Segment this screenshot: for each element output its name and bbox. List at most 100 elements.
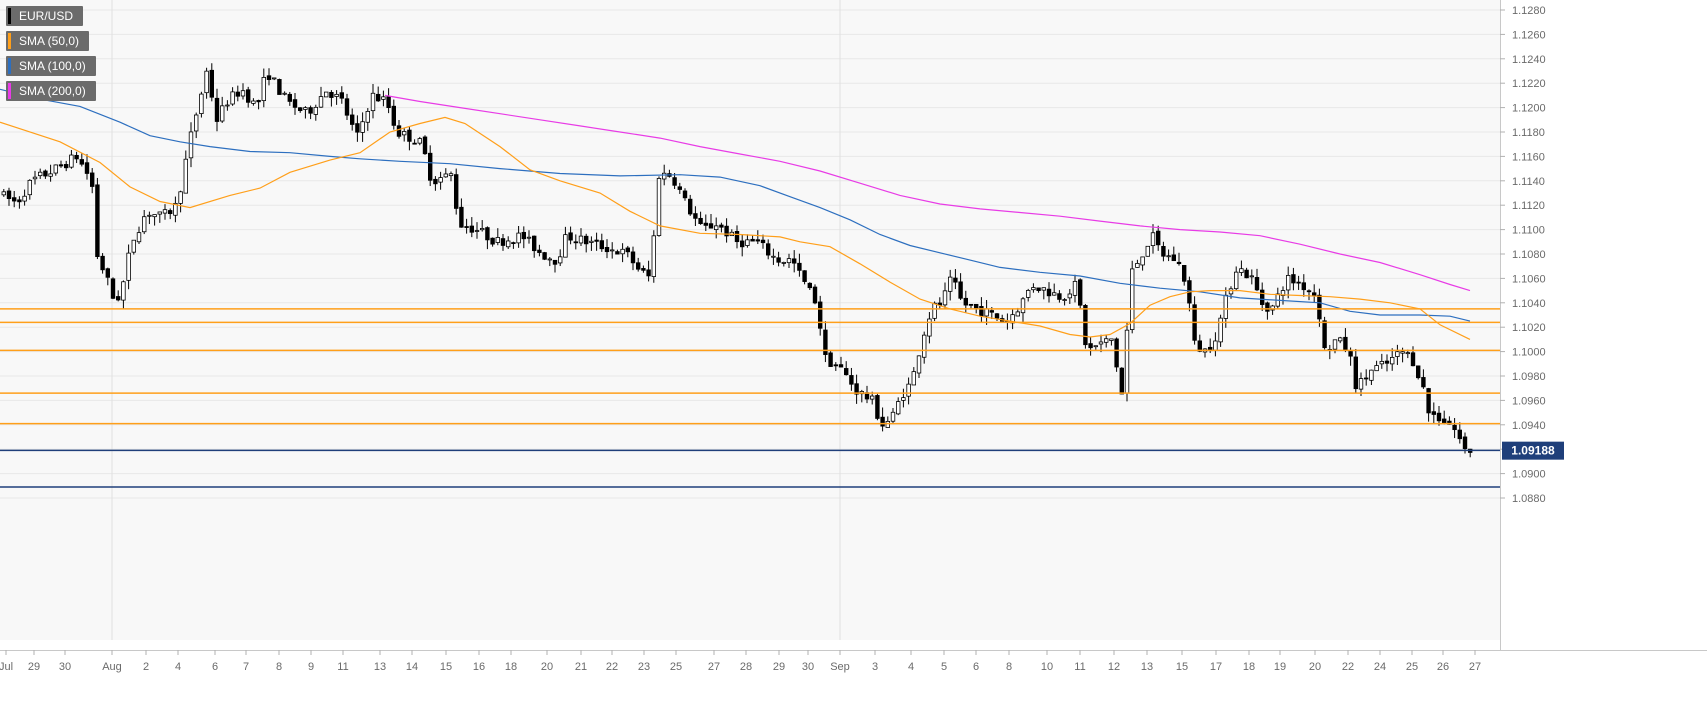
candle-body xyxy=(1,191,6,196)
candle-body xyxy=(323,91,329,98)
candle-body xyxy=(1421,377,1426,388)
candle-body xyxy=(74,154,79,160)
x-tick-label: 25 xyxy=(670,661,682,673)
candle-body xyxy=(1400,351,1405,354)
candle-body xyxy=(994,313,1000,319)
candle-body xyxy=(1260,289,1265,305)
candle-body xyxy=(219,105,225,122)
candle-body xyxy=(1182,265,1187,282)
candle-body xyxy=(838,364,844,368)
candle-body xyxy=(797,262,802,271)
candle-body xyxy=(584,235,589,245)
candle-body xyxy=(84,162,90,174)
candle-body xyxy=(610,249,615,252)
y-tick-label: 1.1160 xyxy=(1512,151,1545,163)
sma50-line xyxy=(0,116,1471,340)
candle-body xyxy=(636,262,641,270)
sma100-line xyxy=(0,88,1471,322)
candle-body xyxy=(1145,245,1150,257)
candle-body xyxy=(1046,288,1052,297)
legend-item-eurusd[interactable]: EUR/USD xyxy=(6,6,84,26)
candle-body xyxy=(719,224,724,228)
candle-body xyxy=(485,227,490,241)
current-price-tag: 1.09188 xyxy=(1502,441,1564,460)
candle-body xyxy=(453,174,459,209)
x-tick-label: 22 xyxy=(606,661,618,673)
candle-body xyxy=(896,401,901,415)
candle-body xyxy=(240,90,246,97)
candle-body xyxy=(1436,412,1442,422)
candle-body xyxy=(251,100,256,104)
x-tick-label: 8 xyxy=(1006,661,1012,673)
candle-body xyxy=(329,91,334,98)
candle-body xyxy=(1135,263,1140,268)
candle-body xyxy=(64,164,69,169)
candle-body xyxy=(308,107,313,114)
candle-body xyxy=(11,197,17,202)
candle-body xyxy=(126,252,131,281)
candle-body xyxy=(1301,282,1306,291)
x-tick-label: 18 xyxy=(505,661,517,673)
candle-body xyxy=(43,170,48,177)
x-tick-label: 15 xyxy=(1176,661,1188,673)
legend-item-sma200[interactable]: SMA (200,0) xyxy=(6,81,96,101)
candle-body xyxy=(1379,361,1384,365)
candle-body xyxy=(1306,290,1312,293)
candle-body xyxy=(984,308,989,317)
candle-body xyxy=(22,195,27,202)
candle-body xyxy=(391,105,396,126)
legend-label-sma100: SMA (100,0) xyxy=(19,59,86,73)
candle-body xyxy=(381,96,386,100)
candle-body xyxy=(1228,288,1234,295)
y-tick-label: 1.1280 xyxy=(1512,5,1546,17)
candle-body xyxy=(589,240,594,243)
candle-body xyxy=(880,416,885,427)
x-tick-label: 13 xyxy=(1141,661,1153,673)
candle-body xyxy=(339,92,344,99)
x-tick-label: 17 xyxy=(1210,661,1222,673)
candle-body xyxy=(1265,302,1270,312)
x-tick-label: 13 xyxy=(374,661,386,673)
x-tick-label: 20 xyxy=(1309,661,1321,673)
time-axis: Jul 29 30 Aug 2 4 6 7 8 9 11 13 14 15 16 18 20 21 22 23 25 27… xyxy=(0,650,1481,673)
candle-body xyxy=(1390,357,1395,365)
x-tick-label: 7 xyxy=(243,661,249,673)
legend-swatch-eurusd xyxy=(8,8,11,24)
candle-body xyxy=(916,355,922,374)
candle-body xyxy=(199,93,204,114)
candle-body xyxy=(266,75,272,80)
legend-item-sma50[interactable]: SMA (50,0) xyxy=(6,31,90,51)
y-tick-label: 1.1100 xyxy=(1512,225,1545,237)
x-tick-label: 21 xyxy=(575,661,587,673)
candle-body xyxy=(69,154,74,168)
candle-body xyxy=(792,258,797,264)
candle-body xyxy=(885,420,890,428)
candle-body xyxy=(989,310,994,313)
candle-body xyxy=(370,92,376,112)
x-tick-label: 25 xyxy=(1406,661,1418,673)
candle-body xyxy=(630,251,636,264)
candle-body xyxy=(303,107,308,110)
y-tick-label: 1.1240 xyxy=(1512,54,1546,66)
candle-body xyxy=(1291,274,1296,284)
candle-body xyxy=(1249,275,1254,278)
candle-body xyxy=(1114,338,1119,368)
plot-background xyxy=(0,0,1500,640)
candle-body xyxy=(100,255,105,271)
candle-body xyxy=(714,225,719,231)
candle-body xyxy=(547,258,552,261)
candle-body xyxy=(708,223,714,229)
candle-body xyxy=(1364,377,1369,380)
candle-body xyxy=(261,77,266,102)
candle-body xyxy=(849,375,854,385)
candle-body xyxy=(573,241,578,244)
candle-body xyxy=(833,364,838,367)
candle-body xyxy=(854,383,859,395)
legend-item-sma100[interactable]: SMA (100,0) xyxy=(6,56,96,76)
candle-body xyxy=(235,91,240,97)
candle-body xyxy=(152,214,157,218)
candle-body xyxy=(1416,365,1421,379)
candle-body xyxy=(105,268,110,278)
